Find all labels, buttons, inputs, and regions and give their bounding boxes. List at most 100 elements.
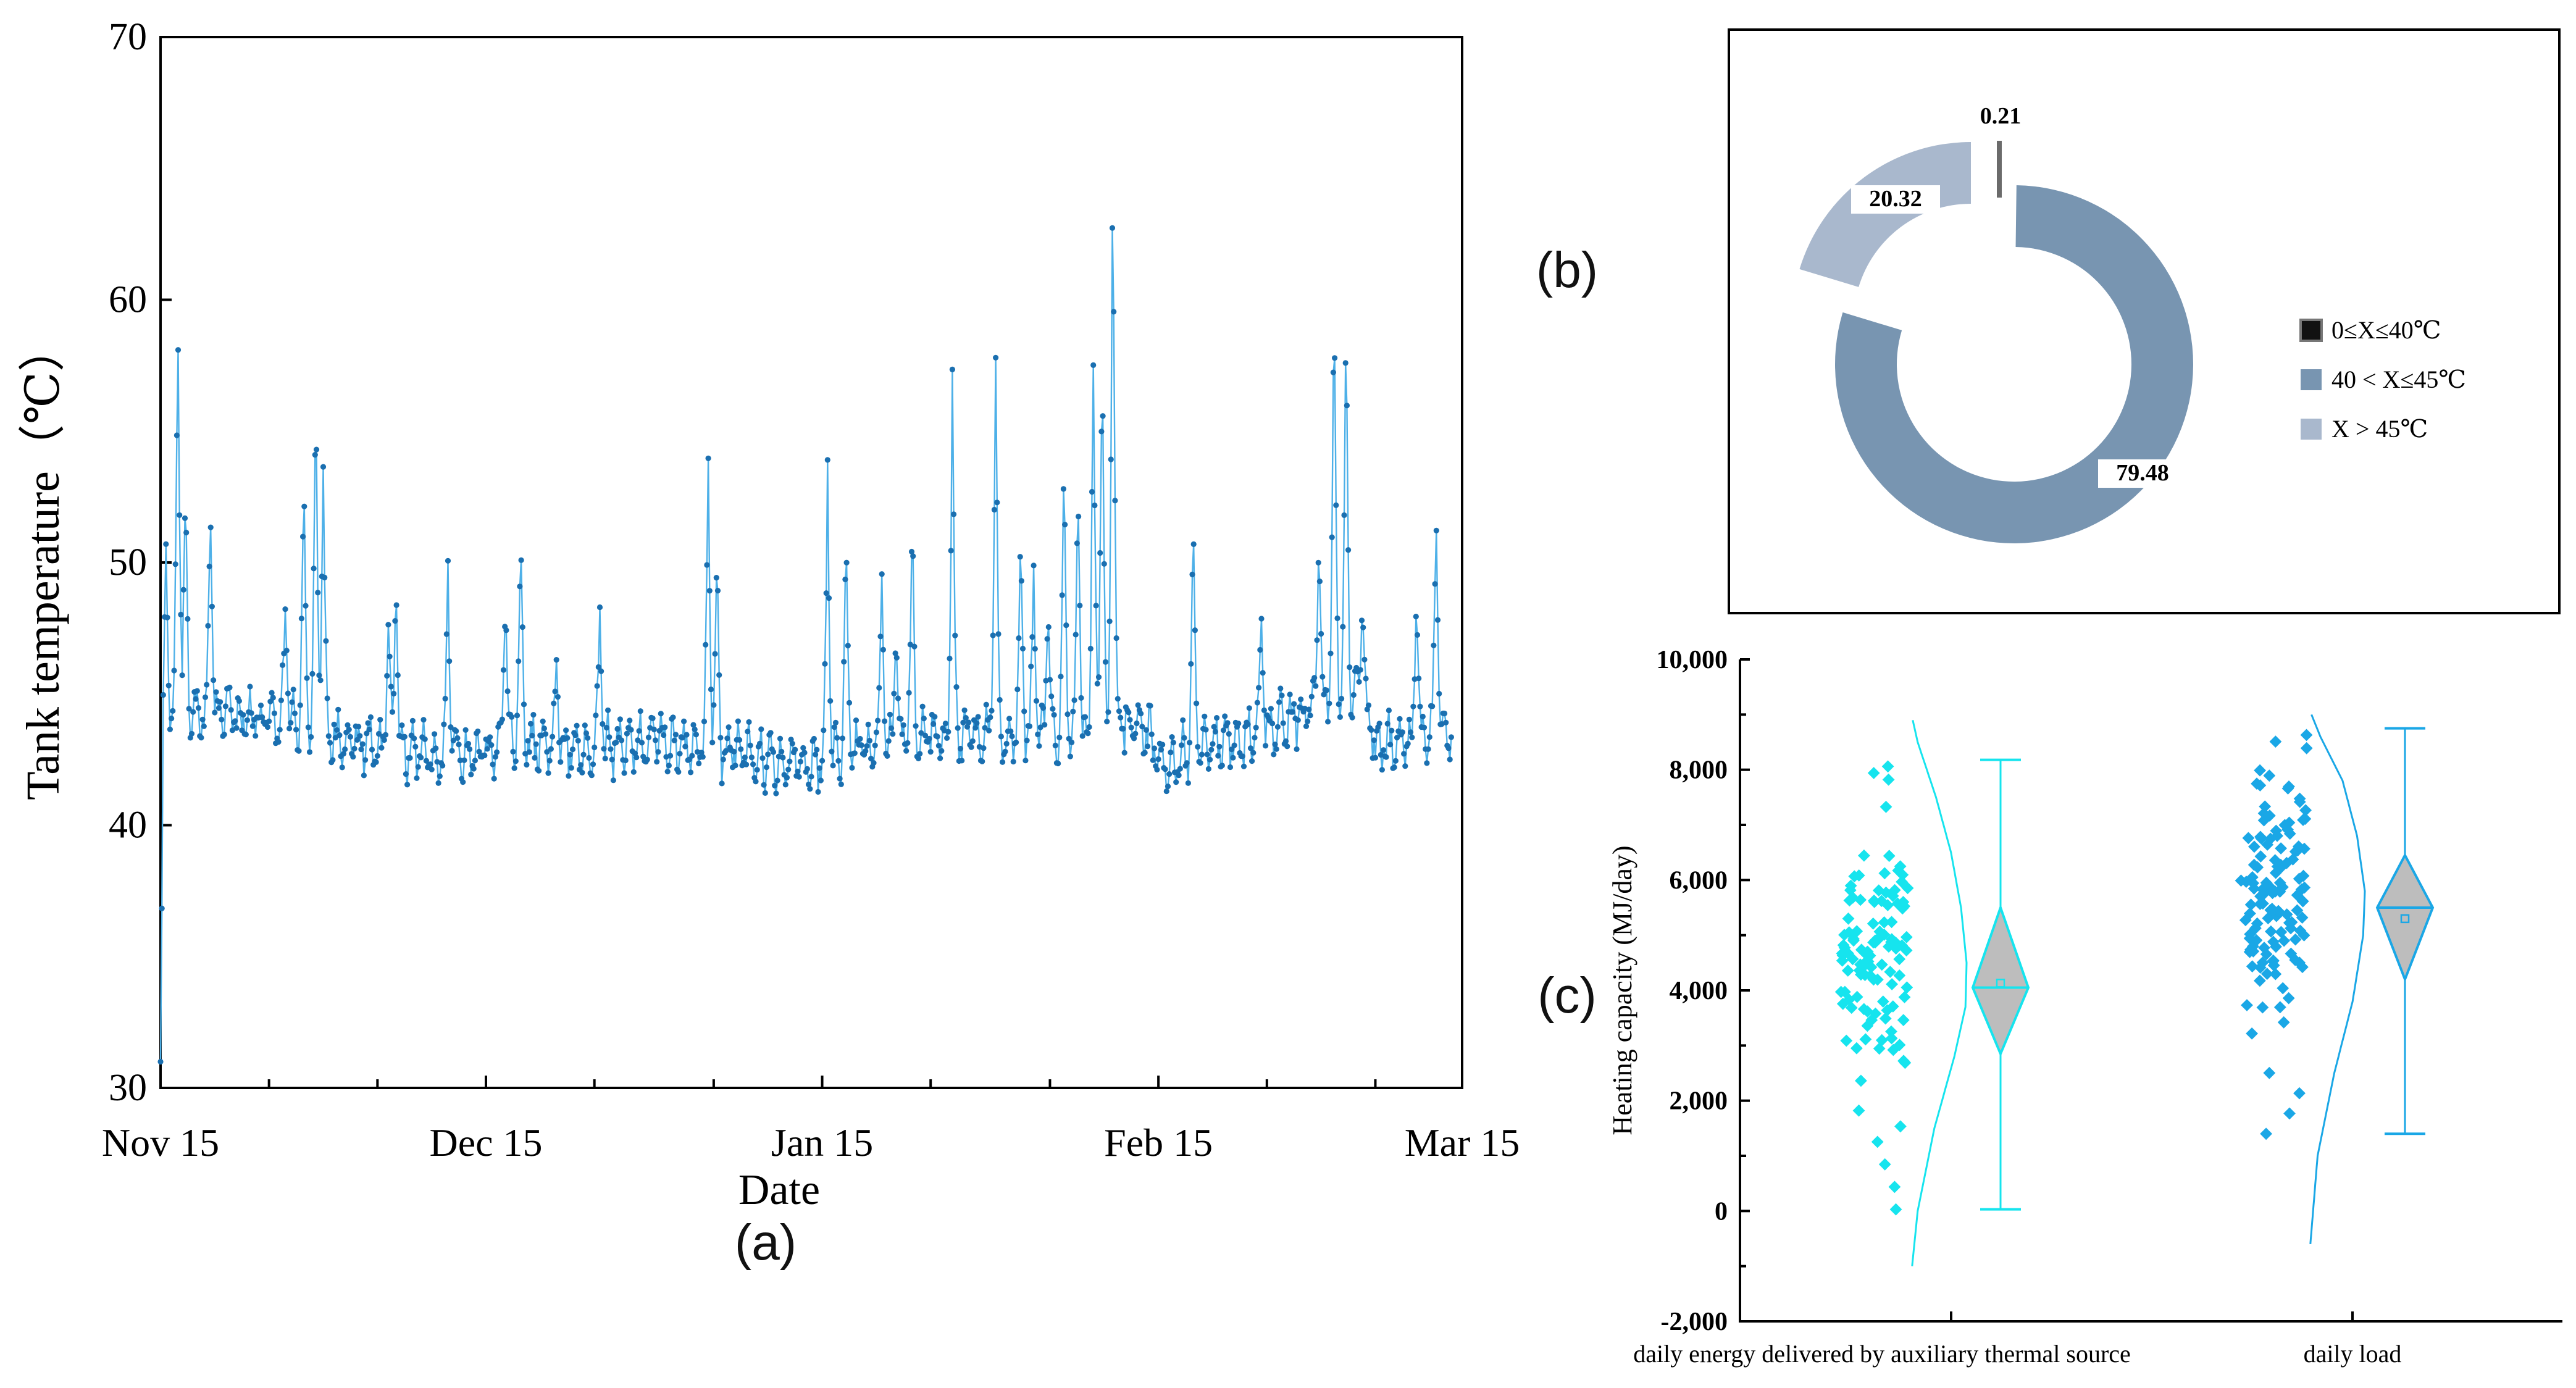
data-point <box>345 722 351 728</box>
data-point <box>221 732 227 738</box>
data-point <box>465 740 472 747</box>
data-point <box>488 742 495 748</box>
panel-c-y-ticks: -2,000 0 2,000 4,000 6,000 8,000 10,000 <box>1657 646 1750 1336</box>
data-point <box>1092 502 1098 509</box>
data-point <box>811 735 817 742</box>
data-point <box>1363 675 1369 682</box>
data-point <box>927 749 934 755</box>
data-point <box>1401 751 1407 757</box>
data-point <box>823 590 829 596</box>
data-point <box>487 734 493 740</box>
data-point <box>762 790 768 796</box>
data-point <box>1113 635 1119 642</box>
data-point <box>366 726 372 733</box>
data-point <box>1016 635 1022 642</box>
data-point <box>1230 755 1236 761</box>
data-point <box>457 757 463 764</box>
data-point <box>1071 697 1077 703</box>
c-data-point <box>1850 1042 1863 1055</box>
data-point <box>784 774 790 780</box>
data-point <box>1055 760 1061 767</box>
c-data-point <box>1900 944 1913 957</box>
data-point <box>795 768 801 774</box>
data-point <box>233 725 240 731</box>
c-data-point <box>2283 827 2296 840</box>
data-point <box>789 740 795 746</box>
data-point <box>746 719 752 725</box>
data-point <box>960 719 966 725</box>
data-point <box>545 770 551 776</box>
data-point <box>609 756 615 763</box>
data-point <box>714 588 721 594</box>
data-point <box>879 571 885 577</box>
data-point <box>846 700 853 706</box>
c-data-point <box>2293 872 2306 885</box>
data-point <box>1340 624 1346 630</box>
c-data-point <box>1839 985 1851 998</box>
data-point <box>1073 632 1079 638</box>
data-point <box>264 724 271 730</box>
data-point <box>548 746 554 752</box>
data-point <box>1389 727 1395 734</box>
data-point <box>832 719 839 725</box>
data-point <box>219 716 225 722</box>
data-point <box>753 779 759 785</box>
data-point <box>998 734 1004 740</box>
data-point <box>1276 699 1282 705</box>
data-point <box>974 720 980 726</box>
diamond-box <box>1971 903 2030 1057</box>
data-point <box>364 730 370 737</box>
data-point <box>652 737 659 743</box>
data-point <box>285 690 291 696</box>
c-data-point <box>2242 832 2255 845</box>
data-point <box>1274 724 1281 730</box>
data-point <box>807 786 813 792</box>
data-point <box>567 751 573 758</box>
data-point <box>1381 747 1387 753</box>
c-data-point <box>2254 961 2267 974</box>
c-data-point <box>1869 936 1881 949</box>
data-point <box>804 766 810 772</box>
data-point <box>1360 624 1366 630</box>
c-data-point <box>2299 804 2312 817</box>
data-point <box>342 746 348 753</box>
data-point <box>873 729 879 735</box>
data-point <box>440 763 446 769</box>
data-point <box>393 602 399 608</box>
c-data-point <box>2240 876 2252 888</box>
data-point <box>382 732 389 738</box>
data-point <box>1069 739 1075 745</box>
data-point <box>885 738 892 744</box>
series-points-tank-temperature <box>157 225 1454 1065</box>
data-point <box>857 735 863 742</box>
data-point <box>979 758 985 764</box>
data-point <box>1298 696 1304 703</box>
data-point <box>217 699 224 705</box>
data-point <box>966 719 972 725</box>
data-point <box>519 624 525 630</box>
c-data-point <box>1897 1055 1910 1068</box>
data-point <box>324 695 330 701</box>
data-point <box>1028 663 1034 669</box>
c-data-point <box>2269 735 2282 748</box>
data-point <box>1258 616 1265 622</box>
data-point <box>456 742 462 748</box>
data-point <box>1160 742 1166 748</box>
data-point <box>913 723 919 729</box>
data-point <box>1358 617 1365 624</box>
data-point <box>388 684 394 690</box>
data-point <box>675 769 682 775</box>
c-data-point <box>2291 904 2304 917</box>
data-point <box>170 708 176 714</box>
data-point <box>682 743 688 750</box>
data-point <box>634 755 640 761</box>
data-point <box>1306 706 1312 713</box>
mean-marker <box>2400 914 2410 924</box>
panel-a-line-chart: 30 40 50 60 70 Nov 15 Dec 15 Jan 15 Feb 15 Mar 1… <box>17 16 1520 1271</box>
data-point <box>1195 743 1201 750</box>
data-point <box>583 730 590 737</box>
c-data-point <box>1867 767 1880 779</box>
data-point <box>1414 632 1421 638</box>
data-point <box>244 717 251 723</box>
data-point <box>1347 664 1353 671</box>
